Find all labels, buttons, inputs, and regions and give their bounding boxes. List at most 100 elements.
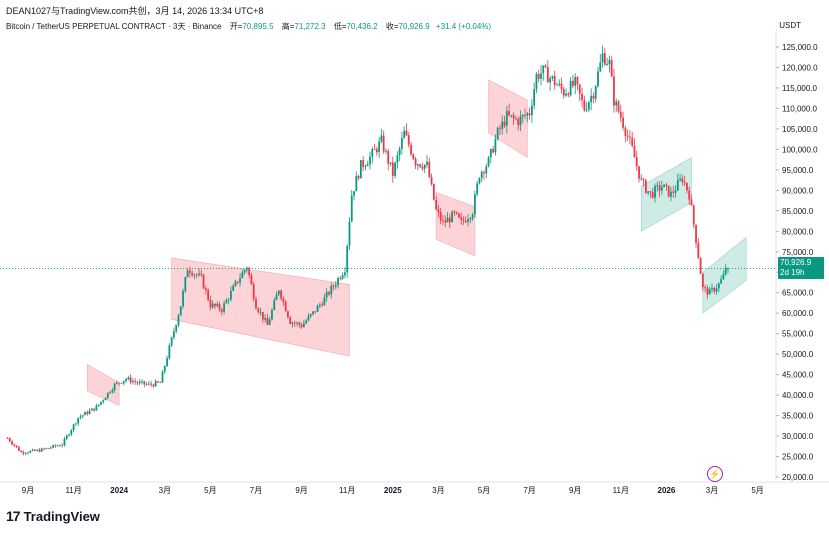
candle-body: [599, 62, 602, 72]
candle-body: [458, 213, 460, 218]
x-tick-label: 2026: [658, 486, 676, 495]
candle-body: [209, 300, 212, 308]
candle-body: [70, 430, 73, 435]
candle-body: [141, 381, 143, 382]
candle-body: [476, 183, 479, 195]
candle-body: [43, 448, 45, 450]
candle-body: [84, 412, 86, 416]
candle-body: [161, 371, 164, 383]
candle-body: [448, 217, 451, 223]
candle-body: [298, 322, 301, 325]
candle-body: [129, 377, 132, 383]
candle-body: [439, 212, 442, 221]
candle-body: [284, 301, 287, 312]
candle-body: [617, 101, 620, 112]
candle-body: [606, 64, 609, 65]
candle-body: [373, 149, 376, 150]
bar-countdown: 2d 19h: [780, 268, 805, 277]
candle-body: [567, 93, 570, 96]
currency-label[interactable]: USDT: [779, 21, 801, 30]
candle-body: [305, 320, 308, 324]
flash-icon[interactable]: ⚡: [707, 466, 723, 482]
candle-body: [22, 452, 25, 454]
candle-body: [109, 392, 111, 394]
candle-body: [93, 408, 96, 411]
candle-body: [416, 164, 419, 166]
candle-body: [27, 452, 29, 454]
candle-body: [624, 127, 627, 136]
candle-body: [501, 121, 504, 129]
x-tick-label: 5月: [751, 486, 763, 495]
close-label: 收=: [385, 22, 399, 31]
candle-body: [195, 274, 198, 276]
candle-body: [442, 220, 444, 222]
candle-body: [198, 273, 200, 276]
candle-body: [38, 449, 41, 452]
candle-body: [483, 172, 485, 174]
candle-body: [88, 410, 91, 414]
candle-body: [533, 89, 536, 106]
candle-body: [480, 172, 483, 179]
tv-logo-text: TradingView: [23, 508, 100, 524]
x-tick-label: 3月: [159, 486, 171, 495]
candle-body: [407, 135, 410, 145]
candle-body: [674, 190, 677, 193]
chart-author-line: DEAN1027与TradingView.com共创，3月 14, 2026 1…: [6, 6, 264, 16]
symbol-name[interactable]: Bitcoin / TetherUS PERPETUAL CONTRACT · …: [6, 22, 222, 31]
candle-body: [220, 309, 223, 312]
candle-body: [508, 111, 510, 116]
candle-body: [232, 285, 235, 291]
candle-body: [287, 311, 289, 318]
candle-body: [328, 292, 330, 295]
candle-body: [727, 268, 729, 270]
candle-body: [245, 267, 248, 270]
candle-body: [293, 322, 296, 324]
pink-channel-zone: [435, 191, 476, 257]
candle-body: [695, 224, 697, 244]
candle-body: [437, 209, 440, 213]
x-tick-label: 9月: [295, 486, 307, 495]
candle-body: [65, 435, 68, 439]
candle-body: [241, 272, 244, 279]
candle-body: [549, 78, 552, 83]
candle-body: [380, 135, 383, 142]
candle-body: [100, 401, 102, 405]
candle-body: [266, 317, 269, 326]
candle-body: [469, 218, 472, 220]
candle-body: [453, 211, 456, 213]
candle-body: [615, 101, 618, 106]
candle-body: [33, 449, 36, 451]
close-value: 70,926.9: [398, 22, 430, 31]
pink-channel-zone: [171, 257, 350, 357]
y-tick-label: 100,000.0: [782, 145, 818, 154]
x-tick-label: 11月: [339, 486, 355, 495]
candle-body: [134, 381, 137, 383]
candle-body: [389, 162, 392, 164]
candle-body: [118, 382, 121, 384]
candle-body: [56, 445, 59, 447]
candle-body: [517, 119, 520, 126]
candle-body: [40, 448, 43, 452]
candle-body: [510, 115, 513, 116]
candle-body: [223, 303, 225, 312]
x-tick-label: 9月: [569, 486, 581, 495]
candle-body: [348, 221, 351, 246]
candle-body: [77, 417, 80, 424]
candle-body: [325, 292, 328, 298]
candle-body: [179, 306, 182, 316]
candle-body: [385, 150, 387, 152]
candle-body: [565, 93, 567, 96]
candle-body: [6, 438, 9, 439]
candle-body: [106, 392, 109, 398]
candle-body: [647, 191, 650, 193]
x-tick-label: 11月: [65, 486, 81, 495]
high-label: 高=: [281, 22, 295, 31]
candle-body: [369, 156, 371, 165]
symbol-ohlc-line: Bitcoin / TetherUS PERPETUAL CONTRACT · …: [6, 21, 491, 32]
candle-body: [122, 380, 125, 384]
candle-body: [111, 390, 114, 393]
candle-body: [542, 65, 545, 74]
candle-body: [530, 105, 533, 116]
candle-body: [544, 65, 547, 67]
